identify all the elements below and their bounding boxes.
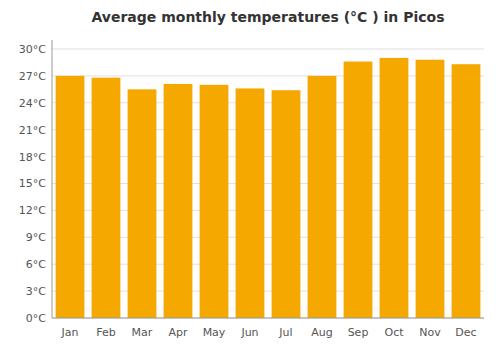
bar [128,89,157,318]
x-tick-label: Jan [61,326,79,339]
bars [56,58,481,318]
chart: Average monthly temperatures (°C ) in Pi… [0,0,500,350]
x-tick-label: Mar [132,326,153,339]
y-tick-label: 27°C [19,70,46,83]
y-tick-label: 0°C [26,312,46,325]
chart-container: Average monthly temperatures (°C ) in Pi… [0,0,500,350]
y-tick-label: 6°C [26,258,46,271]
x-tick-label: Aug [311,326,332,339]
x-tick-label: Oct [384,326,404,339]
grid-line [52,48,484,49]
bar [344,62,373,318]
y-tick-label: 3°C [26,285,46,298]
x-tick-label: Nov [419,326,441,339]
x-tick-label: Sep [348,326,369,339]
y-tick-label: 12°C [19,204,46,217]
x-tick-label: May [203,326,226,339]
bar [416,60,445,318]
bar [308,76,337,318]
y-tick-label: 18°C [19,151,46,164]
y-tick-label: 21°C [19,124,46,137]
x-tick-label: Jun [240,326,258,339]
y-tick-label: 15°C [19,177,46,190]
x-tick-label: Jul [278,326,292,339]
bar [236,88,265,318]
bar [56,76,85,318]
grid [52,49,484,318]
grid-line [52,318,484,319]
y-tick-label: 30°C [19,43,46,56]
y-tick-label: 24°C [19,97,46,110]
bar [452,64,481,318]
bar [200,85,229,318]
y-axis-line [52,40,53,318]
bar [272,90,301,318]
x-axis-line [52,318,484,319]
bar [164,84,193,318]
x-tick-label: Feb [96,326,115,339]
title: Average monthly temperatures (°C ) in Pi… [91,9,444,25]
bar [92,78,121,318]
bar [380,58,409,318]
x-tick-label: Dec [455,326,476,339]
x-tick-label: Apr [168,326,188,339]
y-tick-label: 9°C [26,231,46,244]
